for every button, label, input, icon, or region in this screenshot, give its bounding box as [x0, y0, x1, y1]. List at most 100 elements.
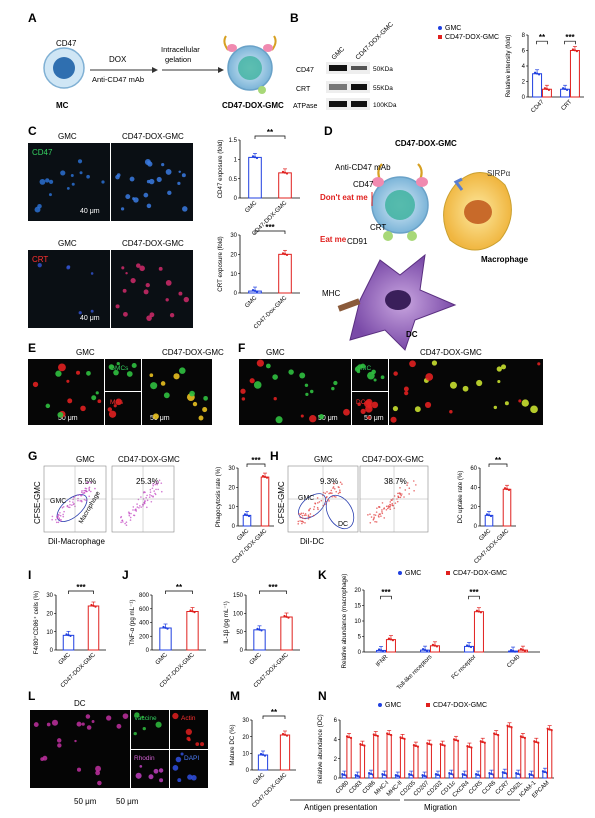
- data-point: [461, 773, 464, 776]
- kda-100: 100KDa: [373, 102, 397, 109]
- cell-dot: [249, 378, 255, 384]
- data-point: [251, 155, 255, 158]
- d-sirpa: SIRPα: [487, 169, 511, 178]
- y-label: DC uptake rate (%): [457, 471, 464, 524]
- tick-label: 2: [334, 757, 338, 763]
- flow-dot: [59, 511, 61, 514]
- cell-dot: [147, 161, 153, 167]
- tick-label: 10: [46, 630, 53, 636]
- sig-bracket: [165, 590, 193, 594]
- data-point: [421, 773, 424, 777]
- sirpa-icon: [453, 177, 464, 191]
- flow-dot: [154, 493, 157, 496]
- flow-dot: [397, 496, 400, 499]
- flow-dot: [375, 511, 378, 513]
- cell-dot: [101, 180, 105, 184]
- mhc-icon: [337, 298, 361, 312]
- l-rhodin: Rhodin: [134, 755, 155, 762]
- bar: [278, 172, 292, 199]
- flow-dot: [408, 487, 411, 490]
- cell-dot: [142, 726, 146, 731]
- data-point: [379, 649, 383, 652]
- data-point: [367, 772, 371, 775]
- flow-dot: [391, 502, 394, 505]
- flow-dot: [335, 496, 337, 498]
- x-tick-label: Toll-like receptors: [396, 654, 433, 691]
- data-point: [67, 634, 70, 637]
- flow-dot: [317, 502, 319, 504]
- cell-dot: [97, 399, 102, 404]
- row-cd47: CD47: [296, 67, 314, 74]
- cell-dot: [493, 405, 498, 410]
- flow-dot: [301, 522, 303, 525]
- flow-dot: [86, 481, 88, 484]
- panel-letter: N: [318, 689, 327, 703]
- d-dc: DC: [406, 330, 418, 339]
- flow-dot: [325, 500, 327, 503]
- legend-label: GMC: [385, 702, 401, 709]
- h-gate2: DC: [338, 521, 348, 528]
- d-cd47: CD47: [353, 180, 374, 189]
- flow-dot: [339, 489, 341, 491]
- bar: [280, 616, 293, 651]
- x-tick-label: GMC: [252, 772, 267, 787]
- e-title-gmc: GMC: [76, 348, 95, 357]
- x-tick-label: GMC: [249, 652, 264, 667]
- cell-dot: [146, 315, 152, 321]
- cell-dot: [169, 313, 175, 318]
- cell-dot: [265, 363, 271, 369]
- data-point: [571, 48, 575, 51]
- panel-g-flow: GMC CD47-DOX-GMC 5.5% 25.3% GMC Macropha…: [33, 455, 180, 546]
- data-point: [376, 734, 379, 738]
- data-point: [474, 773, 478, 776]
- sig-label: ***: [265, 223, 275, 232]
- cell-dot: [57, 743, 62, 748]
- e-scale-2: 50 μm: [150, 415, 170, 422]
- bar: [520, 736, 526, 779]
- y-label: Mature DC (%): [229, 724, 236, 765]
- cell-dot: [253, 381, 262, 389]
- cell-dot: [202, 407, 208, 413]
- cell-dot: [160, 381, 166, 386]
- panel-b-western-blot: GMC CD47-DOX-GMC CD47 CRT ATPase 50KDa 5…: [293, 21, 397, 110]
- bar: [373, 734, 379, 779]
- data-point: [466, 744, 469, 748]
- cell-dot: [273, 397, 277, 401]
- e-image-2: [142, 359, 212, 425]
- sig-label: ***: [381, 588, 391, 597]
- flow-dot: [152, 483, 154, 485]
- data-point: [283, 614, 286, 618]
- flow-dot: [401, 493, 403, 495]
- flow-dot: [328, 500, 330, 502]
- cell-dot: [187, 774, 193, 780]
- cell-dot: [56, 738, 62, 743]
- flow-dot: [303, 514, 306, 517]
- cell-dot: [86, 725, 92, 730]
- data-point: [396, 774, 399, 777]
- data-point: [476, 773, 480, 777]
- flow-dot: [307, 515, 310, 518]
- sig-bracket: [468, 595, 480, 600]
- flow-dot: [367, 514, 369, 516]
- cell-dot: [115, 304, 120, 309]
- cell-dot: [189, 390, 195, 397]
- data-point: [90, 603, 93, 607]
- sig-bracket: [254, 230, 286, 234]
- data-point: [456, 739, 460, 743]
- cell-dot: [373, 378, 377, 382]
- data-point: [363, 744, 366, 747]
- c-title-gmc: GMC: [58, 132, 77, 141]
- x-tick-label: GMC: [155, 652, 170, 667]
- flow-dot: [146, 499, 149, 502]
- d-mab: Anti-CD47 mAb: [335, 163, 391, 172]
- tick-label: 50: [236, 630, 243, 636]
- label-gel2: gelation: [165, 55, 191, 64]
- x-tick-label: GMC: [58, 652, 73, 667]
- data-point: [521, 648, 525, 652]
- y-label: IL-1β (pg mL⁻¹): [223, 601, 230, 644]
- data-point: [391, 639, 395, 642]
- data-point: [505, 487, 509, 491]
- data-point: [495, 733, 498, 736]
- flow-dot: [389, 503, 391, 506]
